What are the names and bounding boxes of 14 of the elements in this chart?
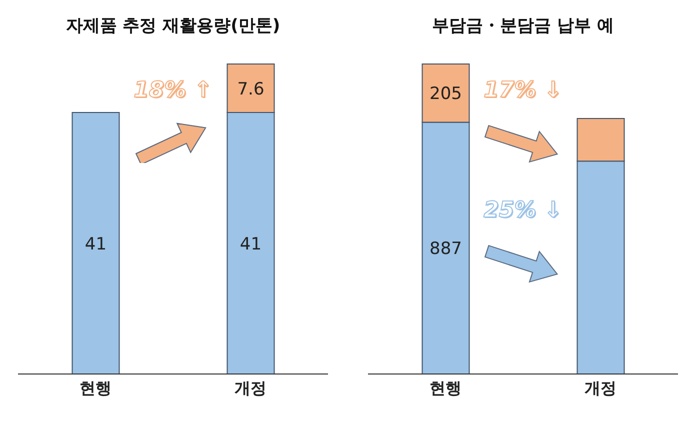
annotation: 17% ↓ [482, 78, 564, 103]
data-label: 887 [430, 239, 462, 260]
data-label: 41 [84, 234, 107, 254]
data-label: 7.6 [237, 79, 264, 100]
annotation: 18% ↑ [132, 78, 214, 103]
data-label: 41 [240, 234, 262, 254]
chart-title: 자제품 추정 재활용량(만톤) [64, 15, 282, 38]
x-tick-label: 현행 [430, 378, 462, 398]
x-tick-label: 개정 [234, 378, 266, 398]
x-tick-label: 현행 [80, 378, 112, 398]
chart-title: 부담금・분담금 납부 예 [431, 15, 615, 38]
x-tick-label: 개정 [584, 378, 616, 398]
data-label: 205 [430, 84, 462, 104]
annotation: 25% ↓ [482, 198, 564, 223]
